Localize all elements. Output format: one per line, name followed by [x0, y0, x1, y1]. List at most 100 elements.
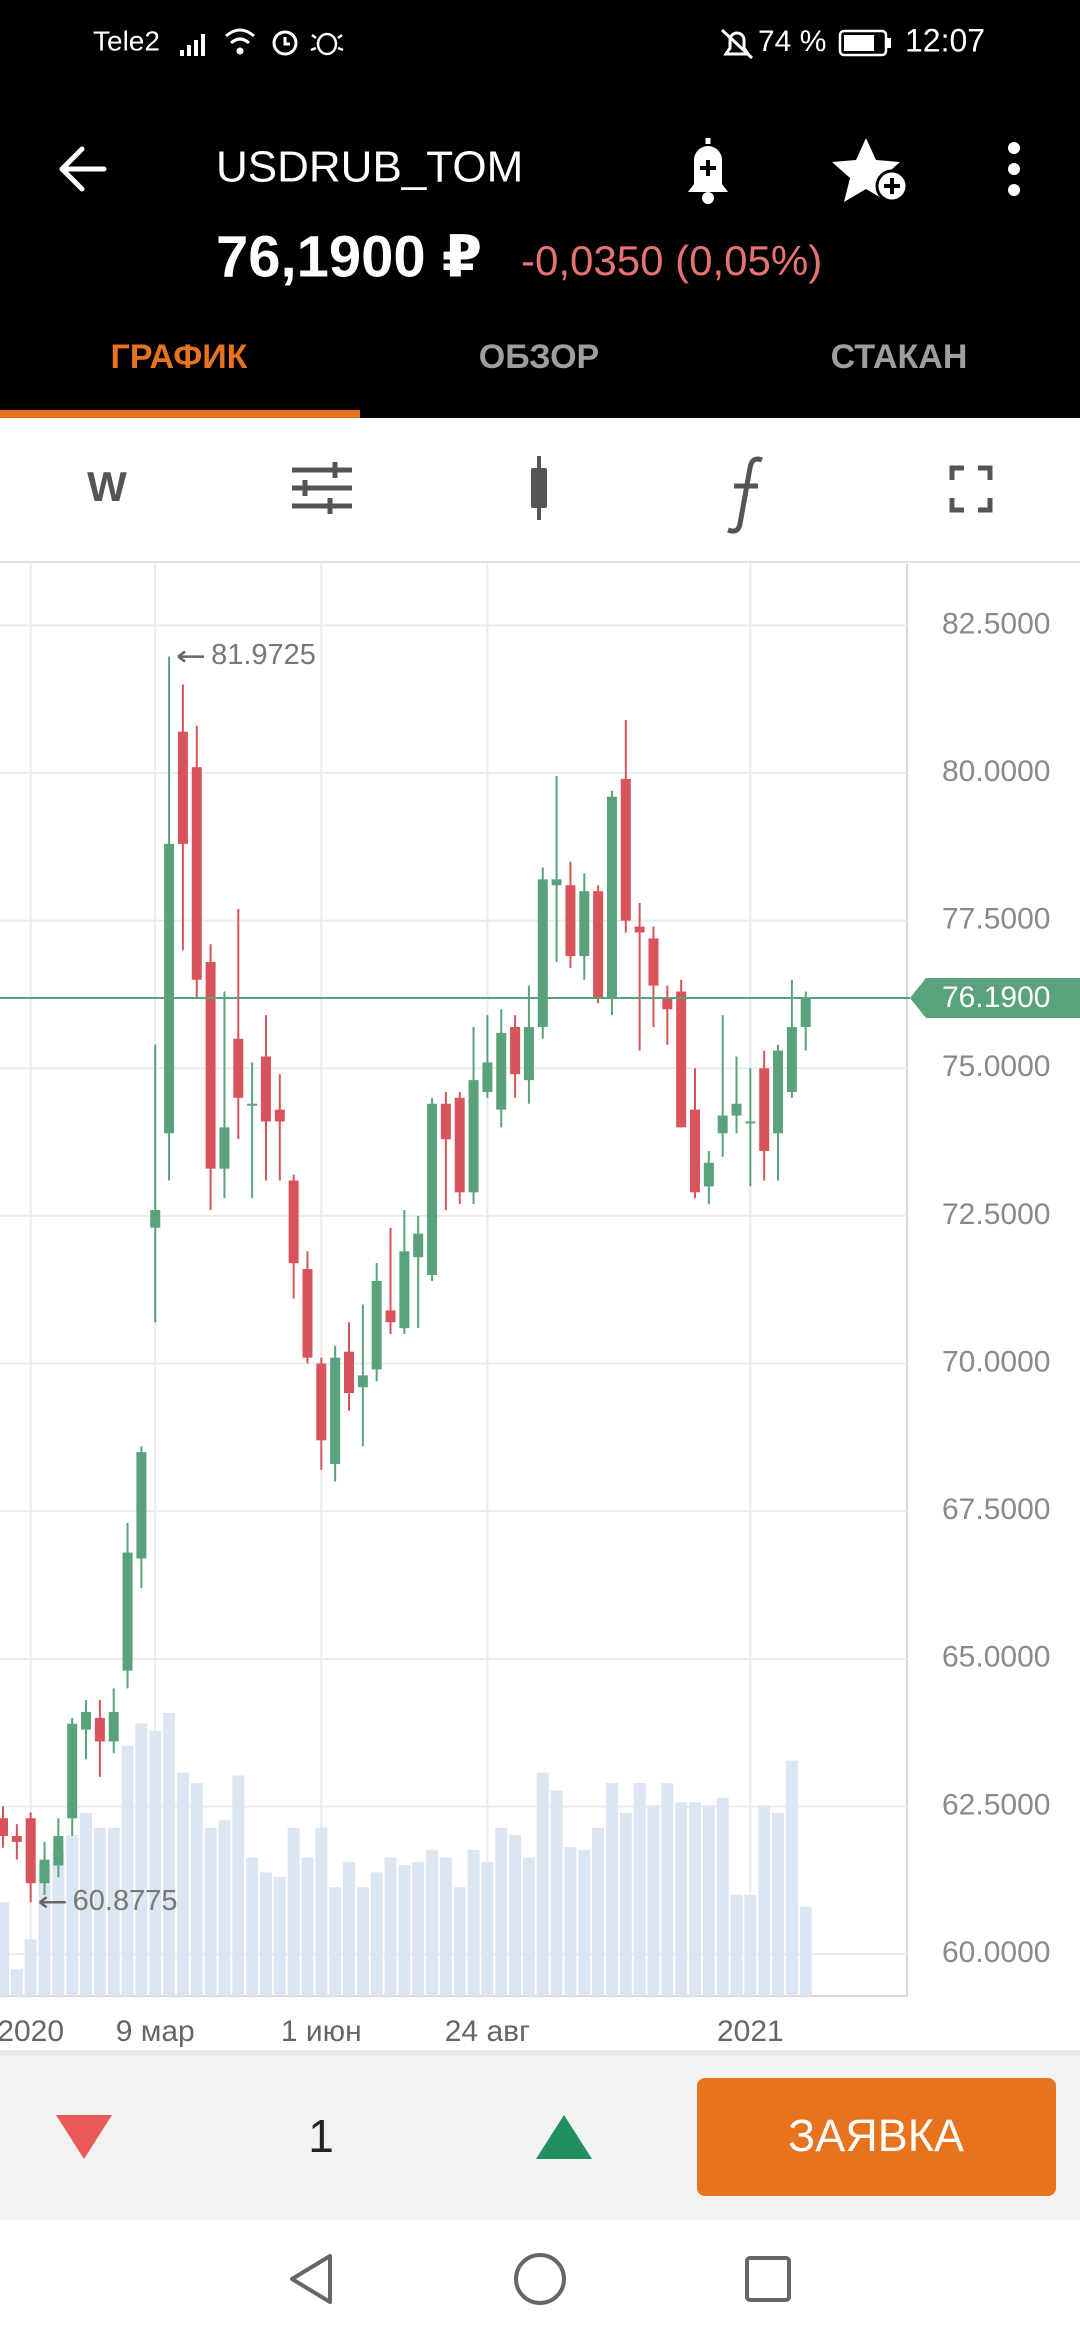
- volume-bar: [66, 1835, 79, 1996]
- chart-type-button[interactable]: [531, 456, 547, 520]
- battery-icon: [838, 29, 891, 57]
- candle-body: [454, 1097, 465, 1193]
- y-tick-label: 67.5000: [942, 1493, 1050, 1526]
- tab-indicator: [0, 410, 360, 418]
- settings-button[interactable]: [292, 462, 352, 514]
- candle-body: [81, 1711, 92, 1730]
- candle-body: [150, 1210, 161, 1228]
- y-tick-label: 70.0000: [942, 1345, 1050, 1378]
- volume-bar: [315, 1827, 328, 1996]
- candle-body: [565, 885, 576, 957]
- candle-body: [496, 1032, 507, 1110]
- volume-bar: [301, 1857, 314, 1996]
- back-button[interactable]: [59, 146, 107, 192]
- candle-body: [703, 1162, 714, 1187]
- signal-icon: [180, 34, 205, 56]
- y-tick-label: 75.0000: [942, 1050, 1050, 1083]
- order-button-label: ЗАЯВКА: [788, 2110, 964, 2161]
- candle-body: [593, 891, 604, 998]
- interval-button[interactable]: W: [87, 463, 127, 510]
- volume-bar: [550, 1790, 563, 1996]
- candle-body: [731, 1103, 742, 1116]
- candle-body: [745, 1121, 756, 1124]
- mute-icon: [720, 28, 754, 60]
- y-tick-label: 62.5000: [942, 1788, 1050, 1821]
- candle-body: [620, 778, 631, 921]
- candle-body: [786, 1026, 797, 1092]
- candle-body: [330, 1357, 341, 1464]
- candle-body: [523, 1026, 534, 1081]
- volume-bar: [702, 1805, 715, 1996]
- tab[interactable]: ГРАФИК: [111, 338, 248, 376]
- volume-bar: [0, 1902, 9, 1996]
- x-tick-label: 9 мар: [116, 2015, 195, 2048]
- candle-body: [191, 767, 202, 980]
- candle-body: [274, 1109, 285, 1122]
- quantity[interactable]: 1: [308, 2110, 334, 2162]
- header-background: [0, 0, 1080, 418]
- menu-button[interactable]: [1008, 142, 1020, 196]
- volume-bar: [426, 1850, 439, 1996]
- volume-bar: [509, 1835, 522, 1996]
- volume-bar: [273, 1876, 286, 1996]
- volume-bar: [10, 1969, 23, 1996]
- tab[interactable]: СТАКАН: [831, 338, 968, 376]
- volume-bar: [163, 1713, 176, 1996]
- candle-body: [205, 962, 216, 1169]
- volume-bar: [107, 1827, 120, 1996]
- annotation-label: 60.8775: [73, 1885, 178, 1917]
- fullscreen-button[interactable]: [949, 465, 993, 513]
- sell-button[interactable]: [56, 2115, 112, 2159]
- favorite-button[interactable]: [832, 138, 909, 203]
- volume-bar: [287, 1827, 300, 1996]
- nav-recents[interactable]: [745, 2256, 791, 2302]
- volume-bar: [246, 1857, 259, 1996]
- candle-body: [288, 1180, 299, 1264]
- volume-bar: [204, 1827, 217, 1996]
- annotation-label: 81.9725: [211, 639, 316, 671]
- candle-body: [413, 1233, 424, 1258]
- nav-back[interactable]: [290, 2254, 332, 2304]
- candle-body: [371, 1280, 382, 1370]
- volume-bar: [149, 1730, 162, 1996]
- volume-bar: [259, 1872, 272, 1996]
- volume-bar: [135, 1723, 148, 1996]
- candle-body: [427, 1103, 438, 1275]
- volume-bar: [605, 1783, 618, 1996]
- candle-body: [551, 879, 562, 886]
- candle-body: [344, 1351, 354, 1394]
- candle-body: [357, 1375, 368, 1388]
- candle-body: [39, 1859, 50, 1884]
- clock: 12:07: [905, 22, 985, 58]
- volume-bar: [661, 1783, 674, 1996]
- alert-button[interactable]: [688, 138, 728, 204]
- candle-body: [136, 1452, 147, 1559]
- candle-body: [11, 1835, 22, 1842]
- symbol: USDRUB_TOM: [216, 143, 523, 192]
- indicators-button[interactable]: [727, 456, 763, 534]
- order-button[interactable]: [697, 2078, 1056, 2196]
- candle-body: [25, 1818, 36, 1884]
- tab[interactable]: ОБЗОР: [479, 338, 599, 376]
- last-price-badge: [910, 978, 1080, 1019]
- buy-button[interactable]: [536, 2115, 592, 2159]
- volume-bar: [467, 1850, 480, 1996]
- volume-bar: [744, 1894, 757, 1996]
- nav-home[interactable]: [514, 2253, 566, 2305]
- volume-bar: [633, 1783, 646, 1996]
- price-change: -0,0350 (0,05%): [521, 237, 822, 284]
- candle-body: [0, 1818, 8, 1836]
- volume-bar: [675, 1802, 688, 1996]
- volume-bar: [564, 1847, 577, 1996]
- x-tick-label: 2021: [717, 2015, 784, 2048]
- candle-body: [247, 1103, 258, 1106]
- candle-body: [537, 879, 548, 1027]
- volume-bar: [578, 1850, 591, 1996]
- candle-body: [800, 998, 811, 1027]
- x-tick-label: 2020: [0, 2015, 64, 2048]
- volume-bar: [232, 1775, 245, 1996]
- y-tick-label: 72.5000: [942, 1198, 1050, 1231]
- candle-body: [164, 843, 175, 1134]
